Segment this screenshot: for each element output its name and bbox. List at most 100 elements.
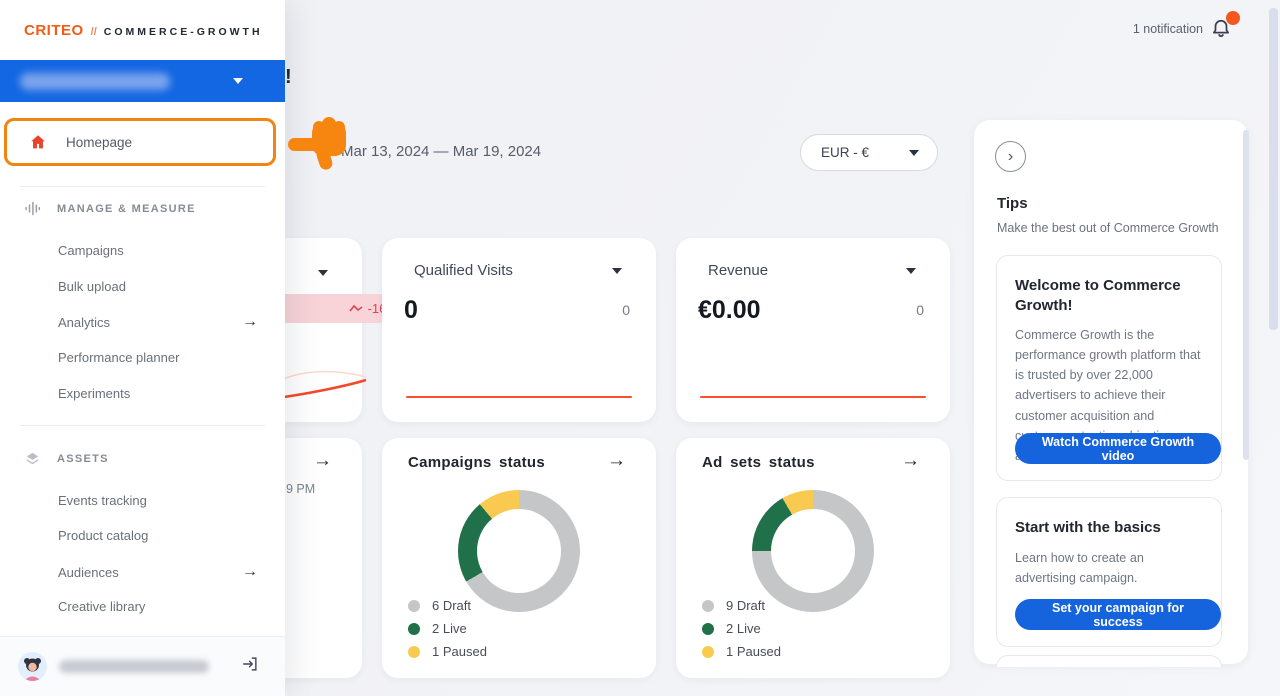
sidebar-item-label: Product catalog bbox=[58, 528, 149, 543]
legend-dot-draft bbox=[702, 599, 714, 612]
divider bbox=[20, 425, 265, 426]
equalizer-icon bbox=[25, 201, 41, 216]
chevron-down-icon bbox=[233, 78, 243, 84]
account-selector[interactable] bbox=[0, 60, 285, 102]
user-name-redacted bbox=[59, 660, 209, 673]
section-assets: ASSETS bbox=[24, 450, 109, 467]
notification-count-label: 1 notification bbox=[1132, 22, 1203, 36]
chevron-down-icon[interactable] bbox=[318, 270, 328, 276]
arrow-right-icon: → bbox=[242, 563, 258, 580]
sidebar-item-label: Audiences bbox=[58, 564, 119, 580]
sidebar-item-label: Analytics bbox=[58, 314, 111, 330]
status-card-ad-sets: Ad sets status → 9 Draft 2 Live 1 Paused bbox=[676, 438, 950, 678]
kpi-value: €0.00 bbox=[698, 296, 761, 324]
notifications[interactable]: 1 notification bbox=[1132, 11, 1240, 40]
logout-icon[interactable] bbox=[241, 655, 259, 678]
tip-card-basics: Start with the basics Learn how to creat… bbox=[996, 497, 1222, 647]
legend-item: 2 Live bbox=[702, 621, 781, 636]
section-label: MANAGE & MEASURE bbox=[57, 202, 196, 215]
chevron-down-icon bbox=[909, 149, 919, 156]
product-name: COMMERCE-GROWTH bbox=[103, 26, 263, 38]
sidebar-item-performance-planner[interactable]: Performance planner bbox=[58, 350, 258, 365]
sidebar-item-creative-library[interactable]: Creative library bbox=[58, 599, 258, 614]
sidebar-item-label: Creative library bbox=[58, 599, 146, 614]
sidebar-item-label: Homepage bbox=[66, 134, 133, 150]
sidebar-item-bulk-upload[interactable]: Bulk upload bbox=[58, 279, 258, 294]
legend-item: 1 Paused bbox=[702, 644, 781, 659]
legend-item: 2 Live bbox=[408, 621, 487, 636]
user-account-row[interactable] bbox=[0, 636, 285, 696]
card-title: Ad sets status bbox=[702, 454, 815, 471]
kpi-value: 0 bbox=[404, 296, 418, 324]
chevron-down-icon[interactable] bbox=[612, 268, 622, 274]
arrow-right-icon[interactable]: → bbox=[313, 450, 332, 471]
flat-trend-line bbox=[700, 396, 926, 398]
tip-body: Learn how to create an advertising campa… bbox=[1015, 550, 1144, 585]
flat-trend-line bbox=[406, 396, 632, 398]
window-scrollbar-thumb[interactable] bbox=[1269, 8, 1278, 330]
tip-card-next-peek bbox=[996, 655, 1222, 667]
currency-value: EUR - € bbox=[821, 145, 870, 160]
chart-legend: 6 Draft 2 Live 1 Paused bbox=[408, 598, 487, 659]
kpi-card-qualified-visits: Qualified Visits 0 0 bbox=[382, 238, 656, 422]
sidebar-item-audiences[interactable]: Audiences → bbox=[58, 563, 258, 581]
legend-item: 6 Draft bbox=[408, 598, 487, 613]
sidebar-item-product-catalog[interactable]: Product catalog bbox=[58, 528, 258, 543]
chevron-right-icon: › bbox=[1007, 147, 1014, 165]
date-range-label: Mar 13, 2024 — Mar 19, 2024 bbox=[341, 143, 542, 160]
criteo-logo: CRITEO bbox=[24, 22, 84, 39]
panel-scrollbar-thumb[interactable] bbox=[1243, 130, 1249, 460]
legend-dot-draft bbox=[408, 599, 420, 612]
legend-dot-live bbox=[408, 622, 420, 635]
sidebar-item-label: Bulk upload bbox=[58, 279, 126, 294]
legend-label: 9 Draft bbox=[726, 598, 766, 613]
collapse-panel-button[interactable]: › bbox=[995, 141, 1026, 172]
kpi-secondary-value: 0 bbox=[916, 302, 924, 318]
kpi-card-revenue: Revenue €0.00 0 bbox=[676, 238, 950, 422]
arrow-right-icon: → bbox=[242, 313, 258, 330]
notification-badge-dot bbox=[1226, 11, 1240, 25]
legend-label: 2 Live bbox=[432, 621, 467, 636]
sidebar-item-label: Campaigns bbox=[58, 243, 124, 258]
tips-subtitle: Make the best out of Commerce Growth bbox=[997, 221, 1219, 235]
logo-separator: // bbox=[90, 26, 97, 38]
divider bbox=[20, 186, 265, 187]
tip-card-welcome: Welcome to Commerce Growth! Commerce Gro… bbox=[996, 255, 1222, 481]
arrow-right-icon[interactable]: → bbox=[607, 450, 626, 471]
status-card-campaigns: Campaigns status → 6 Draft 2 Live 1 Paus… bbox=[382, 438, 656, 678]
set-campaign-button[interactable]: Set your campaign for success bbox=[1015, 599, 1221, 630]
greeting-text: ! bbox=[285, 66, 292, 88]
tip-heading: Start with the basics bbox=[1015, 519, 1161, 536]
kpi-title: Revenue bbox=[708, 262, 769, 279]
sidebar-item-experiments[interactable]: Experiments bbox=[58, 386, 258, 401]
time-axis-label: 9 PM bbox=[286, 482, 316, 496]
avatar bbox=[18, 652, 47, 681]
legend-dot-live bbox=[702, 622, 714, 635]
section-manage-measure: MANAGE & MEASURE bbox=[24, 200, 196, 217]
ad-sets-status-donut-chart bbox=[752, 490, 874, 612]
legend-item: 1 Paused bbox=[408, 644, 487, 659]
arrow-right-icon[interactable]: → bbox=[901, 450, 920, 471]
sidebar-item-homepage[interactable]: Homepage bbox=[4, 118, 276, 166]
sidebar-item-campaigns[interactable]: Campaigns bbox=[58, 243, 258, 258]
sidebar: CRITEO // COMMERCE-GROWTH Homepage bbox=[0, 0, 285, 696]
sidebar-item-label: Events tracking bbox=[58, 493, 147, 508]
watch-video-button[interactable]: Watch Commerce Growth video bbox=[1015, 433, 1221, 464]
currency-selector[interactable]: EUR - € bbox=[800, 134, 938, 171]
kpi-title: Qualified Visits bbox=[414, 262, 513, 279]
section-label: ASSETS bbox=[57, 452, 109, 465]
legend-label: 6 Draft bbox=[432, 598, 472, 613]
tips-title: Tips bbox=[997, 195, 1028, 212]
tips-panel: › Tips Make the best out of Commerce Gro… bbox=[974, 120, 1248, 667]
home-icon bbox=[31, 135, 45, 149]
chevron-down-icon[interactable] bbox=[906, 268, 916, 274]
legend-dot-paused bbox=[408, 645, 420, 658]
trend-line-icon bbox=[348, 304, 363, 312]
tip-heading: Welcome to Commerce Growth! bbox=[1015, 277, 1181, 314]
sidebar-item-analytics[interactable]: Analytics → bbox=[58, 313, 258, 331]
bell-icon[interactable] bbox=[1210, 11, 1240, 40]
layers-icon bbox=[26, 452, 39, 465]
sidebar-item-events-tracking[interactable]: Events tracking bbox=[58, 493, 258, 508]
legend-label: 1 Paused bbox=[726, 644, 781, 659]
